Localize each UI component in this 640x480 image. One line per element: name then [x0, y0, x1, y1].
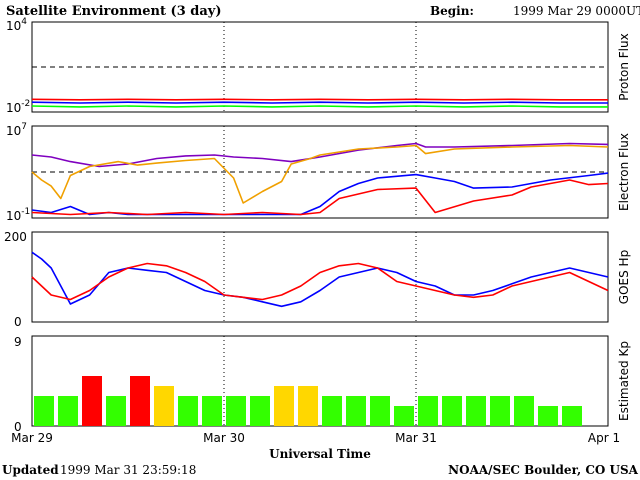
xtick-mar30: Mar 30: [203, 431, 245, 445]
proton-panel: 104 10-2 Proton Flux: [6, 17, 631, 115]
hp-ylabel: GOES Hp: [617, 250, 631, 304]
kp-bar: [394, 406, 414, 426]
electron-ytick-top-exp: 7: [21, 122, 27, 132]
hp-panel: 200 0 GOES Hp: [4, 230, 631, 329]
begin-label: Begin:: [430, 4, 474, 18]
proton-ytick-top: 104: [6, 17, 27, 33]
kp-ylabel: Estimated Kp: [617, 341, 631, 421]
xtick-mar31: Mar 31: [395, 431, 437, 445]
kp-bar: [370, 396, 390, 426]
hp-ytick-top: 200: [4, 230, 27, 244]
kp-bar: [490, 396, 510, 426]
electron-ytick-bottom-exp: -1: [21, 207, 30, 217]
proton-ytick-bottom: 10-2: [6, 99, 30, 115]
proton-ytick-bottom-base: 10: [6, 101, 21, 115]
xtick-apr1: Apr 1: [588, 431, 620, 445]
kp-bar: [442, 396, 462, 426]
kp-ytick-top: 9: [14, 335, 22, 349]
electron-ytick-bottom: 10-1: [6, 207, 30, 223]
kp-bar: [106, 396, 126, 426]
kp-bar: [34, 396, 54, 426]
kp-bar: [418, 396, 438, 426]
electron-series-red: [31, 179, 609, 216]
hp-series-group: [31, 251, 609, 308]
kp-bar: [514, 396, 534, 426]
kp-bar: [178, 396, 198, 426]
hp-series-blue: [31, 251, 609, 308]
electron-series-purple: [31, 142, 609, 168]
figure-title: Satellite Environment (3 day): [6, 4, 221, 19]
proton-series-group: [31, 98, 608, 108]
kp-panel: 9 0 Estimated Kp: [14, 335, 631, 434]
kp-bar: [346, 396, 366, 426]
kp-bar: [202, 396, 222, 426]
begin-value: 1999 Mar 29 0000UT: [513, 4, 640, 18]
kp-bar: [322, 396, 342, 426]
kp-bar: [82, 376, 102, 426]
updated-label: Updated: [2, 463, 59, 477]
kp-bar: [562, 406, 582, 426]
proton-series-blue: [31, 101, 608, 104]
kp-bar: [154, 386, 174, 426]
kp-bar: [274, 386, 294, 426]
hp-ytick-bottom: 0: [14, 315, 22, 329]
updated-value: 1999 Mar 31 23:59:18: [60, 463, 196, 477]
kp-bar: [466, 396, 486, 426]
electron-series-group: [31, 142, 609, 216]
electron-ylabel: Electron Flux: [617, 133, 631, 211]
xtick-mar29: Mar 29: [11, 431, 53, 445]
proton-ytick-top-exp: 4: [21, 17, 27, 27]
proton-series-red: [31, 98, 608, 101]
x-axis-label: Universal Time: [269, 447, 371, 461]
electron-ytick-top-base: 10: [6, 124, 21, 138]
electron-series-orange: [31, 144, 609, 204]
proton-ylabel: Proton Flux: [617, 33, 631, 100]
kp-bar: [130, 376, 150, 426]
hp-series-red: [31, 262, 609, 301]
electron-panel: 107 10-1 Electron Flux: [6, 122, 631, 223]
kp-bar: [538, 406, 558, 426]
electron-series-blue: [31, 172, 609, 216]
electron-ytick-bottom-base: 10: [6, 209, 21, 223]
kp-day-grid: [223, 336, 417, 426]
proton-ytick-top-base: 10: [6, 19, 21, 33]
kp-bar: [250, 396, 270, 426]
electron-ytick-top: 107: [6, 122, 27, 138]
kp-bar: [298, 386, 318, 426]
kp-bar: [58, 396, 78, 426]
kp-frame: [31, 335, 609, 427]
credit-text: NOAA/SEC Boulder, CO USA: [448, 463, 639, 477]
kp-bars-group: [34, 376, 582, 426]
kp-ytick-bottom: 0: [14, 420, 22, 434]
hp-frame: [31, 231, 609, 323]
electron-day-grid: [223, 126, 417, 218]
kp-bar: [226, 396, 246, 426]
proton-ytick-bottom-exp: -2: [21, 99, 30, 109]
proton-series-green: [31, 105, 608, 108]
hp-day-grid: [223, 232, 417, 322]
